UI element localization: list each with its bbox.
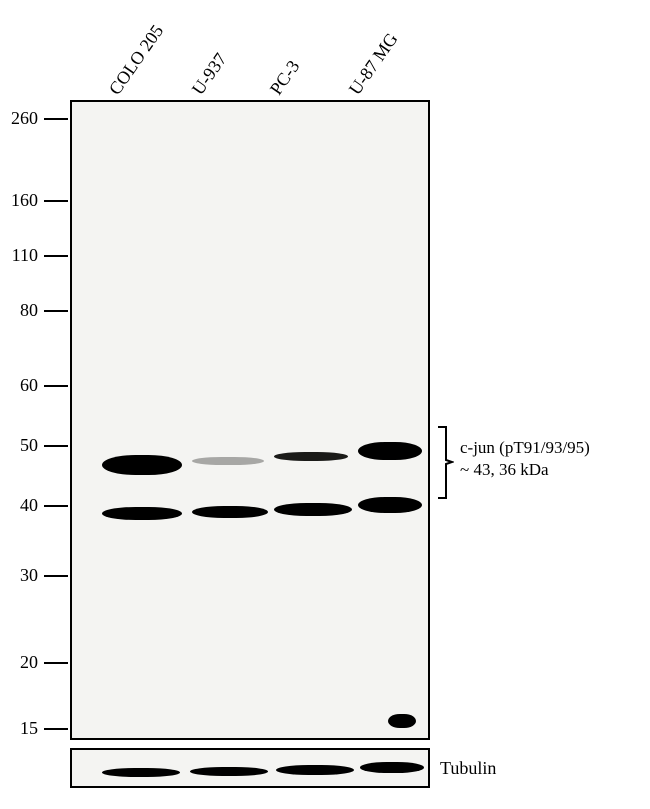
main-western-blot (70, 100, 430, 740)
mw-label-text: 40 (0, 495, 38, 516)
mw-tick (44, 385, 68, 387)
mw-tick (44, 662, 68, 664)
protein-band (358, 497, 422, 513)
tubulin-band (102, 768, 180, 777)
mw-marker-60: 60 (0, 375, 70, 396)
mw-marker-15: 15 (0, 718, 70, 739)
tubulin-label: Tubulin (440, 758, 496, 779)
lane-label-3: PC-3 (266, 57, 304, 99)
protein-band (274, 503, 352, 516)
tubulin-band (360, 762, 424, 773)
tubulin-band (190, 767, 268, 776)
mw-marker-40: 40 (0, 495, 70, 516)
protein-band (358, 442, 422, 460)
mw-label-text: 110 (0, 245, 38, 266)
tubulin-loading-control-blot (70, 748, 430, 788)
mw-tick (44, 310, 68, 312)
mw-label-text: 260 (0, 108, 38, 129)
mw-tick (44, 728, 68, 730)
protein-band (192, 506, 268, 518)
mw-tick (44, 200, 68, 202)
mw-tick (44, 505, 68, 507)
mw-marker-110: 110 (0, 245, 70, 266)
mw-label-text: 160 (0, 190, 38, 211)
mw-label-text: 15 (0, 718, 38, 739)
mw-label-text: 20 (0, 652, 38, 673)
mw-label-text: 80 (0, 300, 38, 321)
protein-band (274, 452, 348, 461)
mw-marker-30: 30 (0, 565, 70, 586)
annotation-line1: c-jun (pT91/93/95) (460, 438, 590, 458)
mw-marker-50: 50 (0, 435, 70, 456)
mw-marker-20: 20 (0, 652, 70, 673)
mw-marker-160: 160 (0, 190, 70, 211)
figure-container: COLO 205 U-937 PC-3 U-87 MG 260 160 110 80 60 50… (0, 0, 650, 809)
mw-tick (44, 445, 68, 447)
lane-label-1: COLO 205 (105, 21, 168, 99)
mw-tick (44, 118, 68, 120)
protein-band (192, 457, 264, 465)
mw-tick (44, 255, 68, 257)
tubulin-band (276, 765, 354, 775)
lane-label-2: U-937 (188, 49, 232, 99)
band-bracket (436, 425, 454, 500)
lane-label-4: U-87 MG (345, 29, 403, 99)
lane-labels-group: COLO 205 U-937 PC-3 U-87 MG (105, 20, 435, 100)
mw-label-text: 60 (0, 375, 38, 396)
protein-band (102, 507, 182, 520)
mw-marker-260: 260 (0, 108, 70, 129)
protein-band (102, 455, 182, 475)
protein-band (388, 714, 416, 728)
mw-label-text: 50 (0, 435, 38, 456)
mw-marker-80: 80 (0, 300, 70, 321)
target-protein-annotation: c-jun (pT91/93/95) ~ 43, 36 kDa (460, 438, 590, 480)
mw-label-text: 30 (0, 565, 38, 586)
annotation-line2: ~ 43, 36 kDa (460, 460, 590, 480)
mw-tick (44, 575, 68, 577)
